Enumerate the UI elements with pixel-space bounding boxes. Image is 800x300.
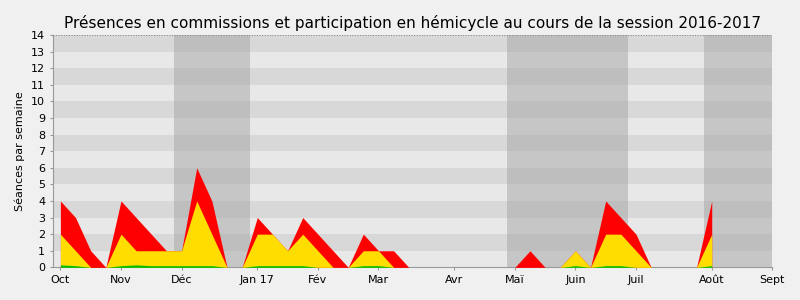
Bar [53, 151, 772, 168]
Bar [53, 85, 772, 101]
Bar [53, 118, 772, 135]
Bar [174, 35, 250, 267]
Bar [53, 35, 772, 52]
Y-axis label: Séances par semaine: Séances par semaine [15, 91, 26, 211]
Bar [704, 35, 780, 267]
Bar [53, 68, 772, 85]
Bar [53, 135, 772, 151]
Bar [53, 234, 772, 251]
Title: Présences en commissions et participation en hémicycle au cours de la session 20: Présences en commissions et participatio… [64, 15, 761, 31]
Bar [53, 184, 772, 201]
Bar [53, 218, 772, 234]
Bar [53, 201, 772, 217]
Bar [53, 168, 772, 184]
Bar [53, 251, 772, 267]
Bar [53, 52, 772, 68]
Bar [568, 35, 629, 267]
Bar [507, 35, 568, 267]
Bar [53, 101, 772, 118]
